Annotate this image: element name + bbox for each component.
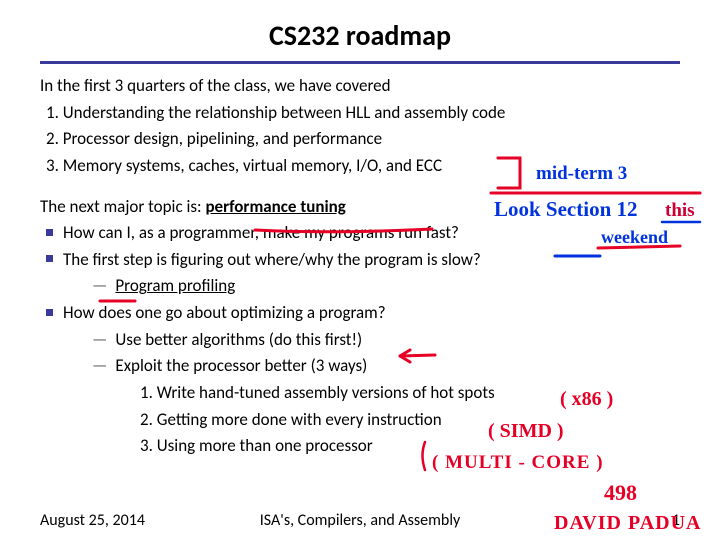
annotation-david-padua: DAVID PADUA — [554, 512, 701, 535]
covered-item-1: 1. Understanding the relationship betwee… — [46, 101, 680, 126]
annotation-this: this — [665, 200, 695, 222]
footer-date: August 25, 2014 — [40, 511, 145, 530]
annotation-simd: ( SIMD ) — [488, 420, 564, 443]
bullet-q3-sub1-text: Use better algorithms (do this first!) — [115, 329, 362, 350]
bullet-q3-sub1: — Use better algorithms (do this first!) — [92, 328, 680, 353]
bullet-q2-sub-text: Program profiling — [115, 275, 235, 296]
square-bullet-icon — [46, 229, 53, 236]
bullet-q2-text: The first step is figuring out where/why… — [63, 249, 481, 270]
square-bullet-icon — [46, 309, 53, 316]
bullet-q3-text: How does one go about optimizing a progr… — [63, 302, 386, 323]
next-topic-prefix: The next major topic is: — [40, 196, 205, 217]
dash-icon: — — [92, 355, 107, 376]
bullet-q1: How can I, as a programmer, make my prog… — [46, 221, 680, 246]
annotation-look-section: Look Section 12 — [494, 197, 638, 222]
annotation-midterm: mid-term 3 — [536, 163, 627, 185]
covered-item-2: 2. Processor design, pipelining, and per… — [46, 127, 680, 152]
dash-icon: — — [92, 329, 107, 350]
bullet-q1-text: How can I, as a programmer, make my prog… — [63, 222, 459, 243]
slide-title: CS232 roadmap — [40, 18, 680, 53]
bullet-q3-sub2-text: Exploit the processor better (3 ways) — [115, 355, 367, 376]
intro-line: In the first 3 quarters of the class, we… — [40, 74, 680, 99]
slide: CS232 roadmap In the first 3 quarters of… — [0, 0, 720, 556]
title-rule — [40, 61, 680, 64]
footer-center: ISA's, Compilers, and Assembly — [260, 511, 460, 530]
square-bullet-icon — [46, 255, 53, 262]
next-topic-bold: performance tuning — [205, 196, 345, 217]
annotation-multicore: ( MULTI - CORE ) — [432, 452, 604, 474]
annotation-weekend: weekend — [601, 227, 668, 248]
annotation-498: 498 — [604, 480, 637, 506]
bullet-q2-sub: — Program profiling — [92, 274, 680, 299]
bullet-q2: The first step is figuring out where/why… — [46, 248, 680, 273]
bullet-q3: How does one go about optimizing a progr… — [46, 301, 680, 326]
nested-2: 2. Getting more done with every instruct… — [140, 408, 680, 433]
bullet-q3-sub2: — Exploit the processor better (3 ways) — [92, 354, 680, 379]
annotation-x86: ( x86 ) — [560, 388, 613, 411]
dash-icon: — — [92, 275, 107, 296]
